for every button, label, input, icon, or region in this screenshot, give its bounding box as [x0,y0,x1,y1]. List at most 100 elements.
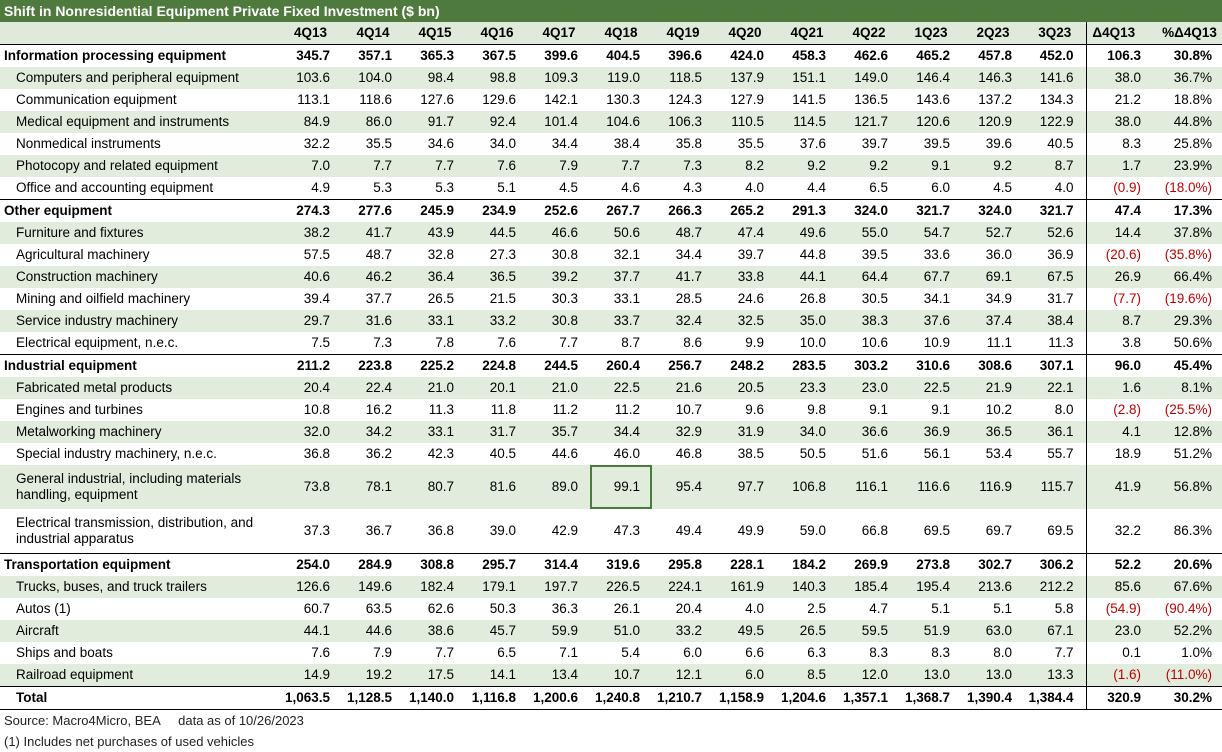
change-cell: 1.7 [1085,155,1155,177]
row-label: Photocopy and related equipment [0,155,279,177]
value-cell: 26.1 [613,601,640,616]
value-cell: 30.3 [551,291,578,306]
table-row: Mining and oilfield machinery 39.4 37.7 26.… [0,288,1222,310]
value-cell: 254.0 [279,553,342,576]
value-cell: 1,158.9 [714,686,776,710]
value-cell: 185.4 [838,576,900,598]
pct-change-cell: (19.6%) [1164,291,1212,306]
value-cell: 116.6 [900,465,962,509]
value-cell: 113.1 [297,92,330,107]
value-cell: 21.0 [404,377,466,399]
value-cell: 13.0 [900,664,962,687]
table-row: Ships and boats 7.6 7.9 7.7 6.5 7.1 5.4 6.0 6.6 6… [0,642,1222,664]
row-label: Nonmedical instruments [16,136,161,151]
value-cell: 36.2 [365,446,392,461]
pct-change-cell: 51.2% [1173,446,1212,461]
value-cell[interactable]: 99.1 [590,465,652,509]
value-cell: 34.6 [427,136,454,151]
value-cell: 47.4 [714,222,776,244]
value-cell: 36.7 [365,523,392,538]
value-cell: 179.1 [466,576,528,598]
value-cell: 63.0 [962,620,1024,642]
table-row: Autos (1) 60.7 63.5 62.6 50.3 36.3 26.1 20.4 4.0… [0,598,1222,620]
value-cell: 7.8 [435,335,454,350]
value-cell: 36.0 [985,247,1012,262]
row-label: Ships and boats [16,645,113,660]
row-label: Office and accounting equipment [16,180,214,195]
value-cell: 9.2 [776,155,838,177]
change-cell: 320.9 [1085,686,1155,710]
value-cell: 36.9 [900,421,962,443]
value-cell: 137.2 [978,92,1012,107]
value-cell: 143.6 [916,92,950,107]
column-header: 2Q23 [962,22,1024,45]
value-cell: 35.7 [528,421,590,443]
row-label: Information processing equipment [0,44,279,67]
value-cell: 1,063.5 [279,686,342,710]
value-cell: 31.7 [466,421,528,443]
value-cell: 17.5 [404,664,466,687]
value-cell: 51.0 [590,620,652,642]
column-header: 4Q17 [528,22,590,45]
value-cell: 38.4 [613,136,640,151]
value-cell: 452.0 [1024,44,1086,67]
value-cell: 23.0 [838,377,900,399]
value-cell: 13.3 [1024,664,1086,687]
value-cell: 36.5 [466,266,528,288]
value-cell: 34.9 [985,291,1012,306]
value-cell: 4.5 [559,180,578,195]
value-cell: 12.0 [838,664,900,687]
value-cell: 37.6 [799,136,826,151]
value-cell: 321.7 [900,199,962,222]
pct-change-cell: 8.1% [1155,377,1222,399]
value-cell: 22.5 [590,377,652,399]
value-cell: 11.1 [986,335,1012,350]
table-row: Railroad equipment 14.9 19.2 17.5 14.1 13.4 10… [0,664,1222,687]
value-cell: 9.2 [962,155,1024,177]
value-cell: 20.4 [279,377,342,399]
value-cell: 8.3 [869,645,888,660]
value-cell: 195.4 [900,576,962,598]
value-cell: 149.0 [838,67,900,89]
value-cell: 19.2 [342,664,404,687]
value-cell: 73.8 [279,465,342,509]
value-cell: 36.4 [404,266,466,288]
value-cell: 4.0 [745,601,764,616]
column-header: 4Q14 [342,22,404,45]
value-cell: 23.3 [776,377,838,399]
total-row: Total 1,063.5 1,128.5 1,140.0 1,116.8 1,200.6… [0,686,1222,710]
change-cell: 18.9 [1085,443,1155,465]
table-row: Computers and peripheral equipment 103.6 1… [0,67,1222,89]
value-cell: 284.9 [342,553,404,576]
value-cell: 1,128.5 [342,686,404,710]
value-cell: 67.5 [1024,266,1086,288]
value-cell: 1,116.8 [466,686,528,710]
value-cell: 34.0 [776,421,838,443]
value-cell: 8.2 [714,155,776,177]
column-header: 4Q13 [279,22,342,45]
pct-change-cell: (11.0%) [1155,664,1222,687]
value-cell: 6.5 [869,180,888,195]
pct-change-cell: 66.4% [1155,266,1222,288]
value-cell: 43.9 [404,222,466,244]
change-cell: 41.9 [1085,465,1155,509]
value-cell: 69.1 [962,266,1024,288]
column-header: 4Q19 [652,22,714,45]
value-cell: 4.3 [683,180,702,195]
pct-change-cell: 67.6% [1155,576,1222,598]
change-cell: 52.2 [1085,553,1155,576]
value-cell: 2.5 [807,601,826,616]
change-cell: 8.7 [1085,310,1155,332]
change-cell: 85.6 [1085,576,1155,598]
pct-change-cell: 56.8% [1155,465,1222,509]
change-cell: 1.6 [1085,377,1155,399]
value-cell: 46.0 [613,446,640,461]
value-cell: 86.0 [342,111,404,133]
pct-change-cell: (18.0%) [1164,180,1212,195]
value-cell: 51.6 [861,446,888,461]
value-cell: 46.8 [675,446,702,461]
value-cell: 7.9 [528,155,590,177]
value-cell: 49.5 [714,620,776,642]
group-row: Information processing equipment 345.7 357… [0,44,1222,67]
value-cell: 197.7 [528,576,590,598]
